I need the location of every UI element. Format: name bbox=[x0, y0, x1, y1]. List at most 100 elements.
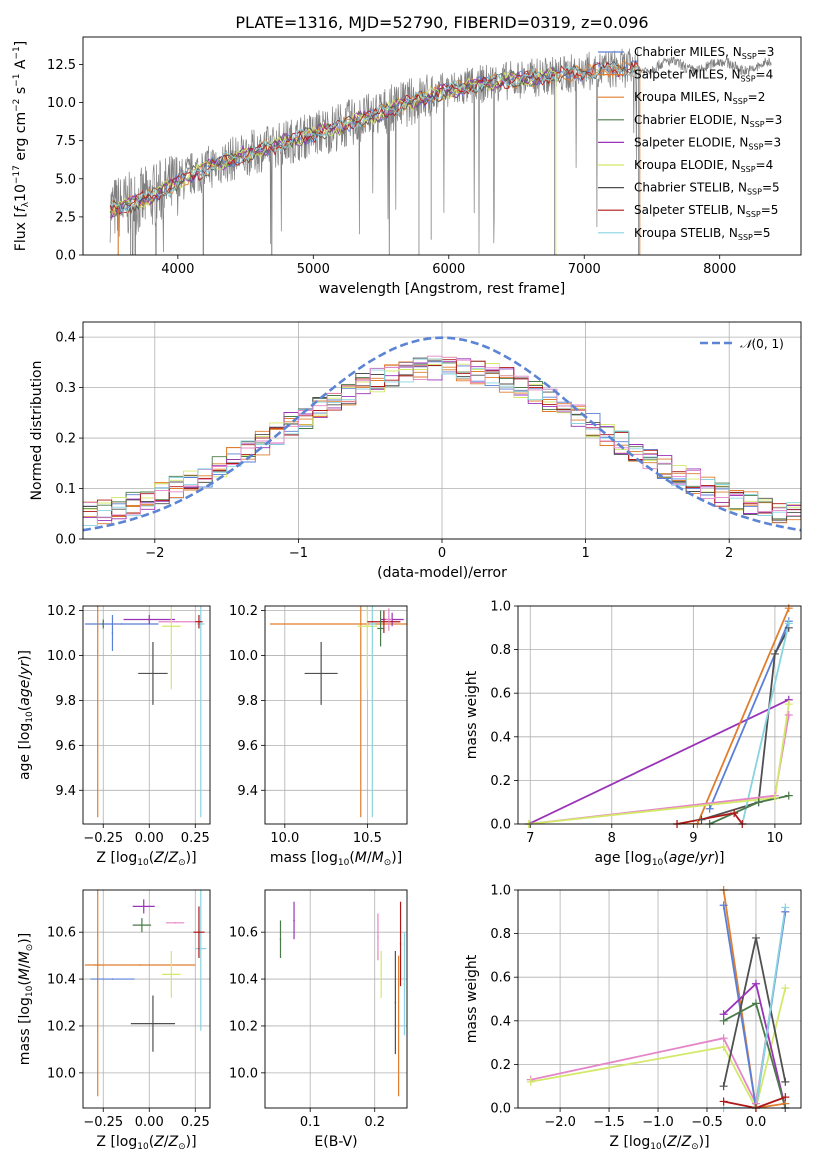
model-line-chabrier_miles bbox=[109, 59, 638, 218]
x-tick-label: 0.25 bbox=[181, 831, 210, 846]
data-point bbox=[198, 931, 200, 933]
legend-entry: Salpeter MILES, NSSP=4 bbox=[634, 68, 773, 84]
axes-frame bbox=[82, 605, 211, 825]
series-line-kroupa_stelib bbox=[741, 623, 790, 824]
y-tick-label: 7.5 bbox=[55, 134, 76, 149]
x-tick-label: 8000 bbox=[703, 262, 736, 277]
data-point bbox=[111, 632, 114, 634]
y-tick-label: 0.4 bbox=[490, 1014, 511, 1029]
legend: 𝒩(0, 1) bbox=[700, 337, 784, 351]
y-tick-label: 10.0 bbox=[47, 96, 76, 111]
data-point bbox=[198, 620, 200, 623]
x-tick-label: 4000 bbox=[161, 262, 194, 277]
x-tick-label: −2 bbox=[145, 546, 164, 561]
data-point bbox=[141, 924, 143, 926]
data-point bbox=[96, 623, 99, 625]
plus-marker bbox=[784, 700, 793, 709]
plus-marker bbox=[784, 604, 793, 613]
data-point bbox=[403, 982, 406, 985]
plus-marker bbox=[526, 1077, 535, 1086]
series-line-pink bbox=[528, 714, 790, 824]
legend-entry: 𝒩(0, 1) bbox=[740, 337, 784, 351]
y-tick-label: 0.8 bbox=[490, 927, 511, 942]
y-tick-label: 0.8 bbox=[490, 643, 511, 658]
data-point bbox=[142, 905, 145, 908]
y-tick-label: 0.2 bbox=[490, 1058, 511, 1073]
y-tick-label: 0.1 bbox=[55, 482, 76, 497]
y-tick-label: 10.2 bbox=[229, 1019, 258, 1034]
y-axis-label: mass weight bbox=[464, 954, 480, 1043]
x-tick-label: −2.0 bbox=[544, 1115, 576, 1130]
data-point bbox=[148, 618, 151, 621]
panel-mass_vs_ebv: 0.1 0.2 10.0 10.2 10.4 10.6 E(B-V) bbox=[229, 889, 408, 1150]
y-tick-label: 10.0 bbox=[47, 1066, 76, 1081]
y-tick-label: 10.0 bbox=[47, 649, 76, 664]
legend-entry: Kroupa MILES, NSSP=2 bbox=[634, 90, 765, 106]
x-tick-label: 10 bbox=[767, 831, 784, 846]
data-point bbox=[111, 978, 114, 980]
y-tick-label: 0.2 bbox=[55, 432, 76, 447]
data-point bbox=[380, 973, 382, 976]
data-point bbox=[394, 1001, 397, 1004]
x-tick-label: −0.25 bbox=[83, 831, 123, 846]
plot-area bbox=[84, 890, 207, 1097]
plus-marker bbox=[751, 979, 760, 988]
normal-curve bbox=[83, 336, 801, 532]
series-line-salpeter_stelib bbox=[723, 1096, 786, 1108]
panel-weight_vs_Z: −2.0 −1.5 −1.0 −0.5 0.0 0.0 0.2 0.4 0.6 0.8 1.0 Z [… bbox=[464, 884, 802, 1152]
plus-marker bbox=[719, 901, 728, 910]
x-tick-label: 7 bbox=[526, 831, 534, 846]
y-tick-label: 10.4 bbox=[47, 973, 76, 988]
data-point bbox=[383, 620, 385, 623]
x-tick-label: 0.0 bbox=[746, 1115, 767, 1130]
x-tick-label: 2 bbox=[725, 546, 733, 561]
histogram-pink bbox=[83, 355, 801, 519]
y-tick-label: 9.8 bbox=[237, 694, 258, 709]
x-axis-label: (data-model)/error bbox=[377, 565, 507, 581]
x-tick-label: −1.0 bbox=[642, 1115, 674, 1130]
x-tick-label: 0.2 bbox=[364, 1115, 385, 1130]
plus-marker bbox=[705, 804, 714, 813]
plus-marker bbox=[770, 649, 779, 658]
plus-marker bbox=[754, 798, 763, 807]
y-tick-label: 9.6 bbox=[237, 739, 258, 754]
plus-marker bbox=[751, 999, 760, 1008]
data-point bbox=[152, 672, 154, 675]
data-point bbox=[120, 623, 123, 625]
y-tick-label: 10.2 bbox=[47, 1019, 76, 1034]
plus-marker bbox=[784, 791, 793, 800]
x-axis-label: Z [log10(Z/Z⊙)] bbox=[609, 1134, 709, 1152]
model-line-salpeter_miles bbox=[109, 61, 638, 214]
data-point bbox=[279, 938, 282, 941]
plus-marker bbox=[781, 903, 790, 912]
plus-marker bbox=[781, 1077, 790, 1086]
x-axis-label: E(B-V) bbox=[314, 1134, 357, 1150]
x-axis-label: Z [log10(Z/Z⊙)] bbox=[96, 1134, 196, 1152]
model-line-kroupa_stelib bbox=[109, 62, 638, 214]
histogram-kroupa_stelib bbox=[83, 358, 801, 526]
y-tick-label: 0.2 bbox=[490, 774, 511, 789]
data-point bbox=[174, 922, 176, 924]
model-line-salpeter_elodie bbox=[109, 67, 557, 219]
x-tick-label: 6000 bbox=[432, 262, 465, 277]
y-tick-label: 9.4 bbox=[237, 784, 258, 799]
data-point bbox=[359, 623, 362, 625]
data-point bbox=[102, 623, 105, 625]
data-point bbox=[399, 943, 402, 945]
axes-frame bbox=[264, 605, 408, 825]
plot-area bbox=[269, 606, 407, 818]
y-tick-label: 0.0 bbox=[490, 1102, 511, 1117]
legend-entry: Chabrier ELODIE, NSSP=3 bbox=[634, 113, 782, 129]
y-axis-label: Flux [fλ10−17 erg cm−2 s−1 A−1] bbox=[12, 41, 31, 251]
legend-entry: Salpeter ELODIE, NSSP=3 bbox=[634, 135, 781, 151]
x-tick-label: 1 bbox=[581, 546, 589, 561]
plot-area bbox=[83, 336, 801, 532]
y-tick-label: 0.4 bbox=[55, 331, 76, 346]
x-tick-label: 0.00 bbox=[135, 831, 164, 846]
plus-marker bbox=[781, 984, 790, 993]
model-line-salpeter_stelib bbox=[109, 59, 638, 216]
plot-area bbox=[109, 48, 772, 255]
data-point bbox=[379, 627, 382, 630]
data-point bbox=[170, 973, 173, 976]
y-tick-label: 2.5 bbox=[55, 210, 76, 225]
